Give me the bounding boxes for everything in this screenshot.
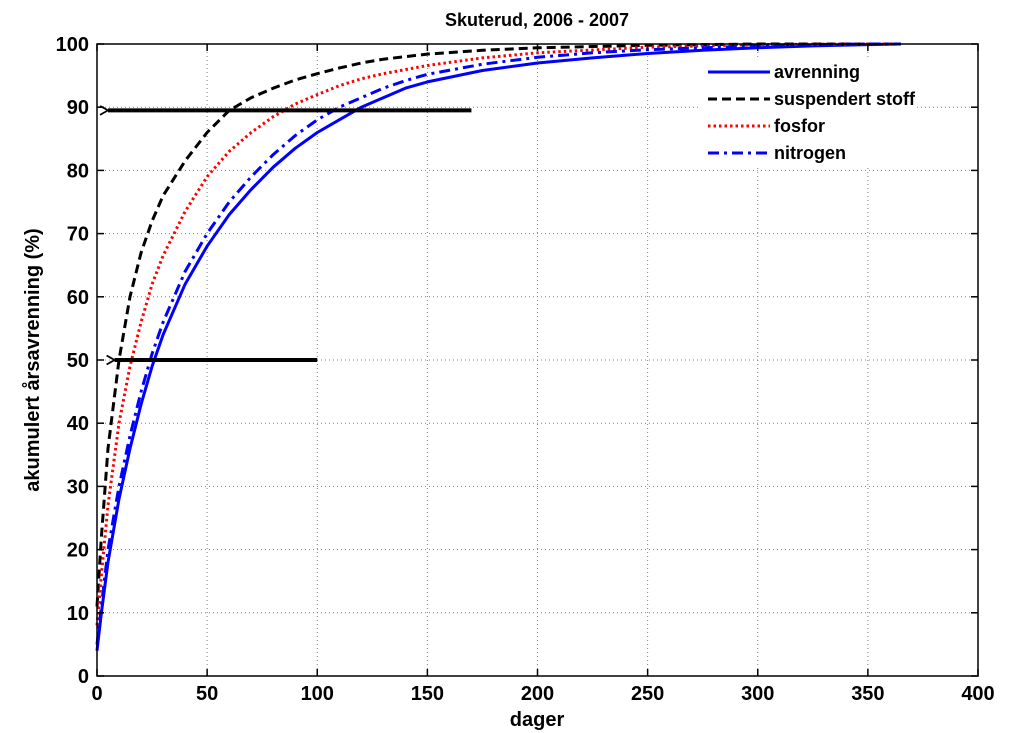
legend-label: suspendert stoff <box>774 89 916 109</box>
y-tick-label: 70 <box>67 224 89 246</box>
series-line-nitrogen <box>95 42 901 645</box>
legend-label: nitrogen <box>774 143 846 163</box>
series-line-fosfor <box>95 42 901 626</box>
legend-label: fosfor <box>774 116 825 136</box>
y-tick-label: 90 <box>67 97 89 119</box>
series-line-avrenning <box>95 42 901 651</box>
annotation-layer <box>108 110 472 360</box>
x-tick-label: 350 <box>851 683 884 705</box>
x-tick-label: 200 <box>521 683 554 705</box>
y-tick-label: 60 <box>67 287 89 309</box>
y-tick-label: 10 <box>67 603 89 625</box>
x-tick-label: 400 <box>961 683 994 705</box>
x-tick-label: 250 <box>631 683 664 705</box>
y-tick-label: 50 <box>67 350 89 372</box>
y-tick-label: 0 <box>78 666 89 688</box>
x-tick-label: 50 <box>196 683 218 705</box>
y-tick-label: 40 <box>67 413 89 435</box>
y-tick-label: 80 <box>67 160 89 182</box>
chart-title: Skuterud, 2006 - 2007 <box>445 10 629 30</box>
ticks <box>96 43 979 677</box>
legend-box <box>700 57 916 167</box>
x-tick-label: 150 <box>411 683 444 705</box>
tick-labels: 0 50 100 150 200 250 300 350 400 0 10 20 30 40 50 60 70 8… <box>56 34 995 705</box>
x-axis-label: dager <box>510 709 565 731</box>
y-tick-label: 100 <box>56 34 89 56</box>
legend-label: avrenning <box>774 62 860 82</box>
x-tick-label: 100 <box>301 683 334 705</box>
y-tick-label: 30 <box>67 476 89 498</box>
y-tick-label: 20 <box>67 540 89 562</box>
legend: avrenning suspendert stoff fosfor nitrogen <box>700 57 916 167</box>
y-axis-label: akumulert årsavrenning (%) <box>21 228 44 491</box>
x-tick-label: 300 <box>741 683 774 705</box>
x-tick-label: 0 <box>91 683 102 705</box>
